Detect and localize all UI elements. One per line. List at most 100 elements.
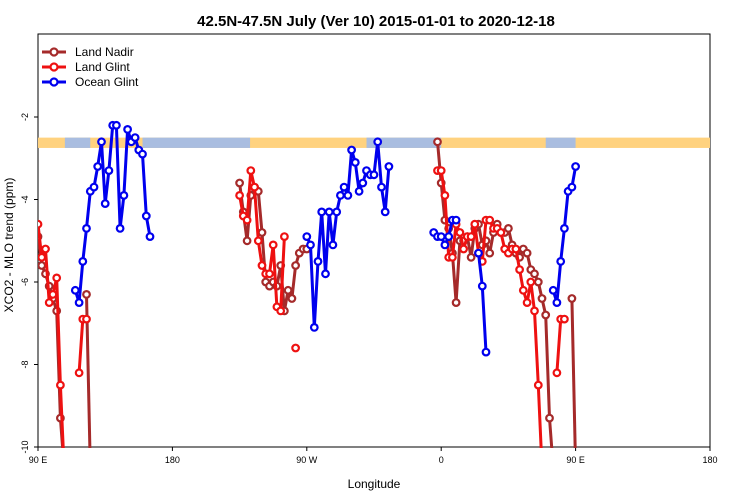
data-point [328,240,338,250]
data-point [526,277,536,287]
data-point [38,219,43,229]
data-point [548,285,558,295]
data-point [56,380,65,390]
data-point [522,248,532,258]
data-point [511,244,521,254]
data-point [291,343,301,353]
data-point [100,199,110,209]
legend-marker [49,62,59,72]
legend-marker [49,77,59,87]
data-point [504,223,513,233]
data-point [522,298,532,308]
data-point [250,182,259,192]
data-point [470,219,480,229]
data-point [455,228,465,237]
data-point [481,347,491,357]
x-tick-label: 0 [439,455,444,465]
y-tick-label: -2 [20,113,30,121]
data-point [466,232,476,242]
data-point [253,236,263,246]
data-point [545,413,554,423]
data-point [560,223,569,233]
data-point [313,257,323,266]
data-point [496,228,506,237]
data-point [48,290,58,299]
data-point [451,215,461,225]
data-point [111,120,121,130]
y-tick-label: -4 [20,195,30,203]
data-point [246,166,256,176]
data-point [530,269,539,279]
data-point [302,232,312,242]
data-point [235,178,245,188]
series-line [77,317,87,373]
legend-item: Land Nadir [42,45,134,59]
series-line [477,252,488,353]
data-point [358,178,368,188]
data-point [373,137,383,147]
data-point [70,285,80,295]
data-point [93,162,103,171]
legend-marker [49,47,59,57]
data-point [474,248,483,258]
y-tick-label: -10 [20,440,30,453]
data-point [552,368,562,378]
data-point [280,232,289,242]
x-tick-label: 90 E [29,455,48,465]
data-point [336,190,345,200]
legend-item: Ocean Glint [42,75,139,89]
data-point [283,285,293,295]
x-axis-label: Longitude [348,477,401,491]
data-point [533,380,543,390]
series-line [305,140,391,329]
data-point [89,182,99,192]
data-point [380,207,390,217]
data-point [38,261,47,270]
data-point [145,232,155,242]
data-point [354,186,364,196]
data-point [276,306,286,316]
data-point [82,223,91,233]
x-tick-label: 90 E [566,455,585,465]
data-point [123,124,132,134]
data-point [451,298,461,308]
data-point [466,252,476,262]
data-point [324,207,334,217]
data-point [444,232,454,242]
chart-title: 42.5N-47.5N July (Ver 10) 2015-01-01 to … [197,13,555,30]
data-point [350,157,360,167]
data-point [347,145,357,155]
data-point [343,190,353,200]
data-point [265,269,274,279]
data-point [533,277,543,287]
data-point [556,257,566,266]
data-point [44,298,54,308]
mask-band-ocean [366,137,442,148]
legend-label: Ocean Glint [75,75,139,89]
data-point [485,215,495,225]
data-point [119,190,129,200]
x-tick-label: 180 [165,455,180,465]
data-point [138,149,147,159]
data-point [97,137,106,147]
data-point [436,232,446,242]
series-line [570,298,577,448]
data-point [78,257,88,266]
data-point [332,207,342,217]
x-tick-label: 180 [702,455,717,465]
data-point [384,162,394,171]
data-point [268,240,278,250]
data-point [485,248,495,258]
data-point [448,252,457,262]
data-point [567,294,577,303]
data-point [82,314,91,324]
series-land-glint [38,166,569,448]
data-point [377,182,386,192]
data-point [141,211,151,221]
legend-label: Land Nadir [75,45,134,59]
y-tick-label: -6 [20,278,30,286]
data-point [440,240,450,250]
